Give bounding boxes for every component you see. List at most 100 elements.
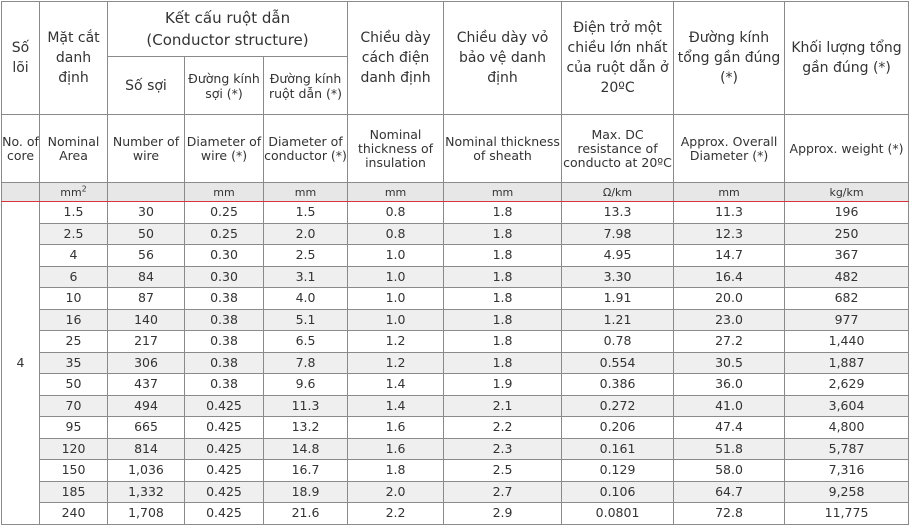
header-ket-cau: Kết cấu ruột dẫn (Conductor structure): [106, 1, 349, 57]
cell-wt: 482: [784, 265, 910, 288]
cell-wires: 1,036: [107, 459, 185, 482]
cell-wt: 1,440: [784, 330, 910, 353]
cell-area: 185: [39, 480, 108, 503]
cell-dc: 14.8: [262, 437, 349, 460]
cell-res: 0.161: [561, 437, 675, 460]
cell-od: 27.2: [673, 330, 786, 353]
cell-sh: 1.8: [443, 351, 563, 374]
cell-od: 11.3: [673, 201, 786, 224]
cell-area: 50: [39, 373, 108, 396]
cell-ins: 1.2: [347, 330, 445, 353]
cell-dc: 21.6: [262, 502, 349, 525]
unit-core: [1, 182, 40, 202]
cell-wires: 56: [107, 244, 185, 267]
cell-wires: 665: [107, 416, 185, 439]
cell-area: 240: [39, 502, 108, 525]
header-number-wire: Number of wire: [107, 114, 185, 183]
cell-wires: 87: [107, 287, 185, 310]
cell-ins: 2.0: [347, 480, 445, 503]
cell-dw: 0.425: [184, 480, 264, 503]
cell-res: 3.30: [561, 265, 675, 288]
cell-dc: 9.6: [262, 373, 349, 396]
header-day-cach-dien: Chiều dày cách điện danh định: [347, 1, 445, 115]
cell-dw: 0.30: [184, 244, 264, 267]
cell-wt: 250: [784, 222, 910, 245]
cell-res: 0.0801: [561, 502, 675, 525]
unit-ins: mm: [347, 182, 445, 202]
cell-res: 0.272: [561, 394, 675, 417]
cell-sh: 1.8: [443, 222, 563, 245]
unit-weight: kg/km: [784, 182, 910, 202]
cell-ins: 1.0: [347, 265, 445, 288]
cell-od: 14.7: [673, 244, 786, 267]
header-khoi-luong: Khối lượng tổng gần đúng (*): [784, 1, 910, 115]
cell-res: 0.554: [561, 351, 675, 374]
header-dia-conductor: Diameter of conductor (*): [262, 114, 349, 183]
header-dk-ruot: Đường kính ruột dẫn (*): [262, 56, 349, 115]
header-duong-kinh-tong: Đường kính tổng gần đúng (*): [673, 1, 786, 115]
cell-dw: 0.425: [184, 459, 264, 482]
cell-area: 6: [39, 265, 108, 288]
cell-res: 1.21: [561, 308, 675, 331]
header-row-2: Số sợi Đường kính sợi (*) Đường kính ruộ…: [2, 56, 909, 115]
table-row: 185 1,332 0.425 18.9 2.0 2.7 0.106 64.7 9,258: [2, 480, 910, 503]
header-day-vo-bao-ve: Chiều dày vỏ bảo vệ danh định: [443, 1, 563, 115]
cell-res: 0.78: [561, 330, 675, 353]
cell-dw: 0.25: [184, 222, 264, 245]
cell-wt: 196: [784, 201, 910, 224]
cell-res: 0.106: [561, 480, 675, 503]
cell-area: 1.5: [39, 201, 108, 224]
cell-wt: 4,800: [784, 416, 910, 439]
header-thick-insulation: Nominal thickness of insulation: [347, 114, 445, 183]
cell-wt: 682: [784, 287, 910, 310]
cell-dc: 7.8: [262, 351, 349, 374]
cell-dw: 0.38: [184, 308, 264, 331]
cell-dc: 6.5: [262, 330, 349, 353]
cell-res: 13.3: [561, 201, 675, 224]
cell-sh: 1.8: [443, 287, 563, 310]
cell-wires: 306: [107, 351, 185, 374]
cell-wires: 494: [107, 394, 185, 417]
cell-sh: 2.7: [443, 480, 563, 503]
cell-dc: 5.1: [262, 308, 349, 331]
cell-wt: 2,629: [784, 373, 910, 396]
header-ket-cau-en: (Conductor structure): [146, 31, 309, 49]
cell-wt: 11,775: [784, 502, 910, 525]
cell-sh: 1.8: [443, 265, 563, 288]
cell-od: 36.0: [673, 373, 786, 396]
cell-ins: 0.8: [347, 201, 445, 224]
table-row: 150 1,036 0.425 16.7 1.8 2.5 0.129 58.0 7,316: [2, 459, 910, 482]
cell-wires: 814: [107, 437, 185, 460]
header-row-en: No. of core Nominal Area Number of wire …: [1, 114, 910, 183]
table-row: 95 665 0.425 13.2 1.6 2.2 0.206 47.4 4,800: [2, 416, 910, 439]
cell-dc: 16.7: [262, 459, 349, 482]
unit-sheath: mm: [443, 182, 563, 202]
table-row: 16 140 0.38 5.1 1.0 1.8 1.21 23.0 977: [2, 308, 910, 331]
cell-area: 70: [39, 394, 108, 417]
cell-res: 0.206: [561, 416, 675, 439]
header-dien-tro: Điện trở một chiều lớn nhất của ruột dẫn…: [561, 1, 675, 115]
cell-wt: 5,787: [784, 437, 910, 460]
table-body: 4 1.5 30 0.25 1.5 0.8 1.8 13.3 11.3 196 2.5 50 0.25 2…: [1, 201, 910, 525]
cell-dc: 11.3: [262, 394, 349, 417]
header-mat-cat: Mặt cắt danh định: [39, 1, 108, 115]
unit-wire: [107, 182, 185, 202]
cell-dw: 0.425: [184, 502, 264, 525]
cell-dw: 0.425: [184, 437, 264, 460]
cell-wt: 367: [784, 244, 910, 267]
header-so-soi: Số sợi: [107, 56, 185, 115]
cell-ins: 1.0: [347, 308, 445, 331]
cell-area: 2.5: [39, 222, 108, 245]
cell-od: 47.4: [673, 416, 786, 439]
cell-wires: 1,332: [107, 480, 185, 503]
table-row: 4 1.5 30 0.25 1.5 0.8 1.8 13.3 11.3 196: [1, 201, 910, 525]
cell-wt: 977: [784, 308, 910, 331]
cell-ins: 1.6: [347, 437, 445, 460]
cell-dc: 13.2: [262, 416, 349, 439]
cell-wires: 140: [107, 308, 185, 331]
cell-area: 120: [39, 437, 108, 460]
cell-sh: 1.8: [443, 244, 563, 267]
unit-overall: mm: [673, 182, 786, 202]
cell-ins: 0.8: [347, 222, 445, 245]
